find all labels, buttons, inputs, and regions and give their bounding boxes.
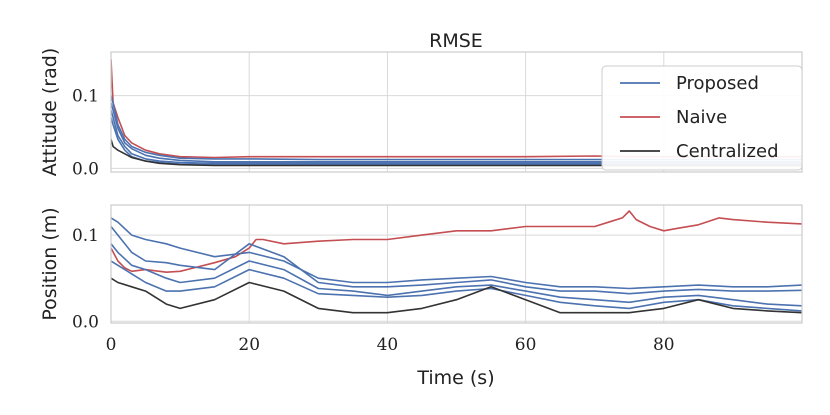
axes-frame (110, 204, 803, 324)
series-line-proposed (111, 217, 802, 290)
series-line-centralized (111, 277, 802, 314)
chart-title: RMSE (429, 30, 483, 52)
panel-position: 0.0 0.1 Position (m) 0 20 40 60 80 (39, 204, 803, 355)
x-tick-label: 80 (653, 335, 675, 355)
series-line-proposed (111, 243, 802, 307)
x-tick-label: 40 (377, 335, 399, 355)
legend: Proposed Naive Centralized (601, 65, 803, 171)
x-tick-label: 20 (238, 335, 260, 355)
x-tick-label: 0 (106, 335, 117, 355)
series-line-proposed (111, 260, 802, 312)
y-tick-label: 0.0 (72, 312, 99, 332)
legend-label-centralized: Centralized (676, 141, 779, 162)
y-axis-label: Attitude (rad) (39, 48, 61, 176)
legend-label-naive: Naive (676, 107, 727, 128)
legend-box (601, 65, 803, 171)
series-line-proposed (111, 225, 802, 295)
series-group (111, 210, 802, 314)
x-tick-label: 60 (515, 335, 537, 355)
y-tick-label: 0.0 (72, 159, 99, 179)
series-line-naive (111, 210, 802, 274)
y-tick-label: 0.1 (72, 87, 99, 107)
legend-label-proposed: Proposed (676, 73, 759, 94)
panels: 0.0 0.1 Attitude (rad) 0.0 0.1 Position (m) 0 2… (39, 48, 803, 355)
y-tick-label: 0.1 (72, 226, 99, 246)
x-axis-label: Time (s) (416, 367, 494, 389)
y-axis-label: Position (m) (39, 207, 61, 320)
